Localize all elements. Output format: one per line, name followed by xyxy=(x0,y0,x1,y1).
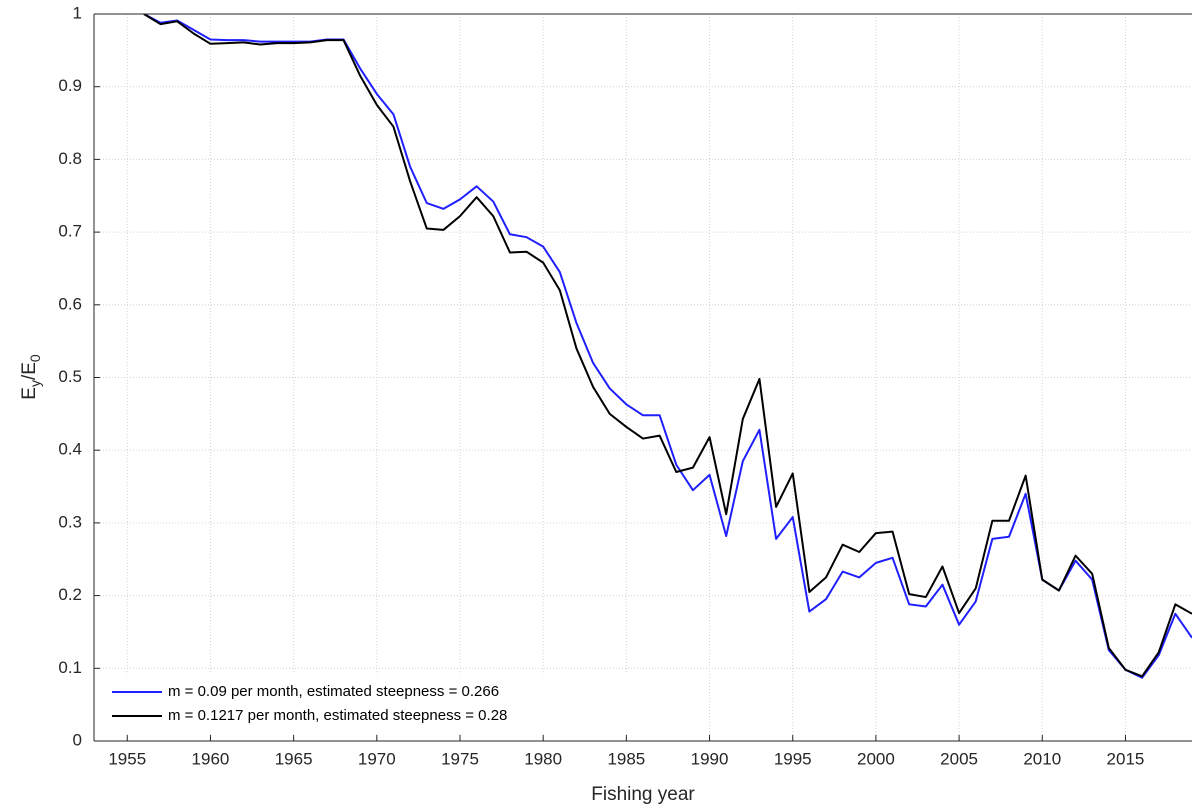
axes: 0 0.1 0.2 0.3 0.4 0.5 0.6 0.7 0.8 0.9 1 1955 1960 196… xyxy=(58,3,1192,768)
y-tick-label: 1 xyxy=(73,3,82,22)
x-tick-label: 1955 xyxy=(108,749,146,768)
data-line xyxy=(143,14,1192,678)
y-tick-label: 0.4 xyxy=(58,440,82,459)
legend-label: m = 0.09 per month, estimated steepness … xyxy=(168,683,499,700)
x-tick-label: 2000 xyxy=(857,749,895,768)
x-tick-label: 1960 xyxy=(192,749,230,768)
y-tick-label: 0.2 xyxy=(58,585,82,604)
x-tick-label: 1990 xyxy=(691,749,729,768)
y-axis-label: Ey/E0 xyxy=(19,354,43,400)
y-label-part: /E xyxy=(19,362,40,380)
y-tick-label: 0.6 xyxy=(58,294,82,313)
grid xyxy=(94,13,1192,742)
x-tick-label: 1985 xyxy=(607,749,645,768)
y-tick-label: 0.8 xyxy=(58,149,82,168)
y-tick-label: 0.5 xyxy=(58,367,82,386)
x-tick-label: 1980 xyxy=(524,749,562,768)
y-tick-label: 0.9 xyxy=(58,76,82,95)
x-tick-label: 1970 xyxy=(358,749,396,768)
y-tick-label: 0.7 xyxy=(58,222,82,241)
x-tick-label: 2005 xyxy=(940,749,978,768)
y-tick-label: 0 xyxy=(73,730,82,749)
legend-box xyxy=(101,674,633,734)
legend-label: m = 0.1217 per month, estimated steepnes… xyxy=(168,707,507,724)
y-label-subscript: 0 xyxy=(27,354,43,362)
x-tick-label: 1995 xyxy=(774,749,812,768)
x-tick-label: 2015 xyxy=(1107,749,1145,768)
x-tick-label: 1965 xyxy=(275,749,313,768)
data-line xyxy=(143,14,1192,679)
x-tick-label: 1975 xyxy=(441,749,479,768)
y-tick-label: 0.3 xyxy=(58,512,82,531)
x-axis-label: Fishing year xyxy=(591,784,695,805)
y-label-subscript: y xyxy=(27,380,43,387)
legend: m = 0.09 per month, estimated steepness … xyxy=(101,674,633,734)
y-label-part: E xyxy=(19,387,40,400)
y-tick-label: 0.1 xyxy=(58,658,82,677)
x-tick-label: 2010 xyxy=(1023,749,1061,768)
plot-lines xyxy=(143,14,1192,679)
